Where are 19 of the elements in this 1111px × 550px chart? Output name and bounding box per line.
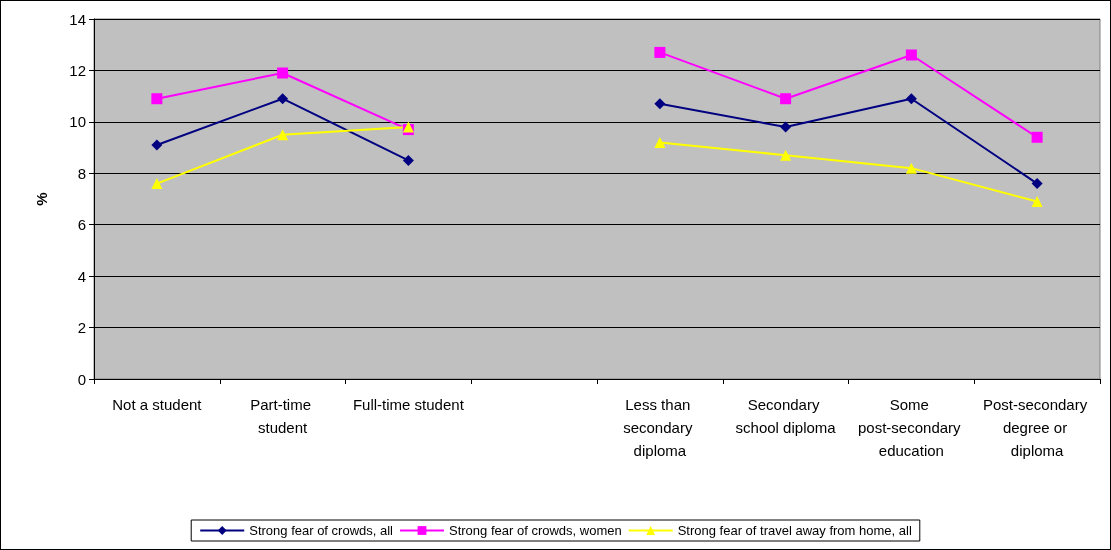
y-axis-title: % — [33, 192, 50, 206]
y-tick-label: 6 — [77, 216, 86, 234]
legend-label: Strong fear of crowds, all — [249, 523, 394, 538]
legend-label: Strong fear of travel away from home, all — [677, 523, 912, 538]
x-tick-label: Not a student — [112, 396, 203, 413]
y-tick-label: 14 — [69, 10, 86, 28]
x-tick-label: Post-secondary degree or diploma — [982, 396, 1092, 459]
x-tick-label: Secondary school diploma — [735, 396, 837, 436]
x-tick-label: Less than secondary diploma — [623, 396, 697, 459]
y-tick-label: 12 — [69, 61, 86, 79]
y-tick-label: 4 — [77, 267, 86, 285]
y-tick-label: 0 — [77, 370, 86, 388]
y-tick-label: 2 — [77, 319, 86, 337]
y-tick-label: 8 — [77, 164, 86, 182]
y-tick-label: 10 — [69, 113, 86, 131]
legend-label: Strong fear of crowds, women — [449, 523, 622, 538]
x-tick-label: Part-time student — [250, 396, 316, 436]
x-tick-label: Some post-secondary education — [858, 396, 965, 459]
x-tick-label: Full-time student — [352, 396, 465, 413]
